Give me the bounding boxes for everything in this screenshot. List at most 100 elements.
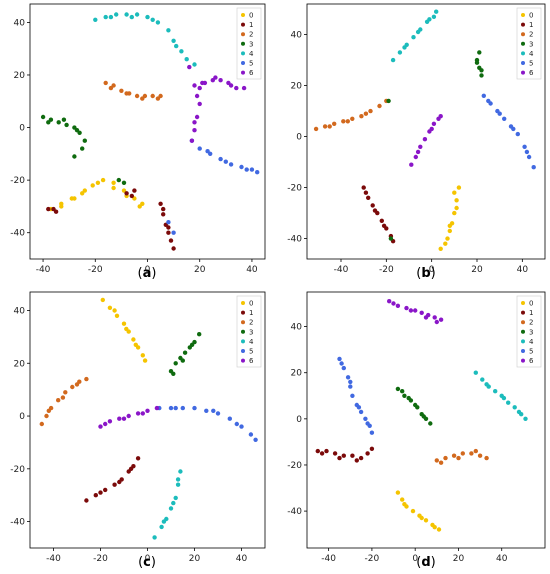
point-series-2 xyxy=(473,448,478,454)
point-series-5 xyxy=(171,230,176,235)
y-tick-label: 20 xyxy=(291,82,303,92)
legend-marker xyxy=(521,41,525,46)
point-series-0 xyxy=(454,198,459,203)
point-series-1 xyxy=(363,190,369,195)
panel-caption: (b) xyxy=(416,266,435,281)
legend-label: 2 xyxy=(529,31,533,39)
x-tick-label: 0 xyxy=(145,265,151,275)
point-series-1 xyxy=(354,458,359,463)
point-series-0 xyxy=(443,241,448,246)
point-series-1 xyxy=(46,206,51,212)
point-series-2 xyxy=(469,451,474,456)
point-series-4 xyxy=(174,43,179,49)
legend-marker xyxy=(521,70,525,75)
point-series-4 xyxy=(434,9,439,14)
point-series-1 xyxy=(132,188,137,193)
point-series-5 xyxy=(173,405,178,411)
point-series-1 xyxy=(158,201,163,206)
point-series-2 xyxy=(155,96,161,101)
y-tick-label: 20 xyxy=(14,359,26,369)
point-series-4 xyxy=(171,500,176,506)
point-series-6 xyxy=(121,416,127,421)
legend-marker xyxy=(241,329,245,334)
point-series-0 xyxy=(454,205,459,211)
point-series-2 xyxy=(70,384,75,390)
legend-label: 2 xyxy=(249,31,253,39)
scatter-points xyxy=(40,12,260,251)
point-series-4 xyxy=(93,17,98,22)
point-series-6 xyxy=(419,310,424,315)
point-series-0 xyxy=(395,490,401,495)
point-series-5 xyxy=(348,384,353,389)
point-series-4 xyxy=(431,14,437,19)
x-tick-label: -20 xyxy=(93,554,108,564)
point-series-6 xyxy=(107,419,113,424)
panel-caption: (d) xyxy=(416,555,435,570)
legend-label: 2 xyxy=(529,319,533,327)
point-series-2 xyxy=(46,408,51,413)
caption-close: ) xyxy=(431,555,436,570)
x-tick-label: 0 xyxy=(145,554,151,564)
legend-marker xyxy=(521,61,525,65)
point-series-5 xyxy=(486,98,491,104)
x-tick-label: -20 xyxy=(365,554,380,564)
legend-label: 2 xyxy=(249,319,253,327)
y-tick-label: -40 xyxy=(10,518,25,528)
point-series-2 xyxy=(44,413,49,419)
point-series-5 xyxy=(369,430,375,435)
point-series-2 xyxy=(368,108,373,114)
y-tick-label: 20 xyxy=(291,369,303,379)
point-series-0 xyxy=(423,518,429,523)
point-series-2 xyxy=(74,382,80,387)
point-series-6 xyxy=(145,408,150,413)
x-tick-label: 40 xyxy=(236,554,248,564)
x-tick-label: 0 xyxy=(429,265,435,275)
point-series-2 xyxy=(84,376,89,382)
x-tick-label: 0 xyxy=(412,554,418,564)
y-tick-label: 0 xyxy=(296,133,302,143)
point-series-1 xyxy=(166,230,171,235)
point-series-2 xyxy=(363,111,369,116)
caption-letter: d xyxy=(421,555,430,570)
y-tick-label: 0 xyxy=(19,412,25,422)
point-series-6 xyxy=(197,101,202,107)
point-series-5 xyxy=(249,167,255,172)
caption-letter: b xyxy=(421,266,430,281)
point-series-5 xyxy=(239,164,244,170)
point-series-2 xyxy=(322,124,328,129)
legend-label: 5 xyxy=(529,348,533,356)
point-series-4 xyxy=(171,38,176,43)
point-series-6 xyxy=(218,78,223,83)
legend: 01 23 4 56 xyxy=(236,295,262,368)
legend: 01 23 4 56 xyxy=(516,7,542,80)
point-series-4 xyxy=(178,469,183,474)
point-series-1 xyxy=(315,448,320,454)
point-series-0 xyxy=(438,246,443,251)
point-series-0 xyxy=(456,185,462,190)
point-series-1 xyxy=(117,479,122,485)
point-series-6 xyxy=(423,315,429,320)
point-series-6 xyxy=(98,424,103,429)
point-series-5 xyxy=(363,416,368,421)
legend-label: 3 xyxy=(529,328,533,336)
point-series-3 xyxy=(121,180,127,185)
point-series-4 xyxy=(159,524,164,530)
point-series-4 xyxy=(145,14,150,20)
point-series-5 xyxy=(255,170,260,175)
point-series-5 xyxy=(168,405,174,411)
legend-label: 5 xyxy=(529,60,533,68)
point-series-4 xyxy=(411,35,416,40)
point-series-6 xyxy=(429,126,434,132)
point-series-6 xyxy=(409,162,414,167)
point-series-2 xyxy=(150,93,155,99)
point-series-3 xyxy=(72,154,77,159)
point-series-3 xyxy=(479,73,484,78)
point-series-0 xyxy=(95,180,101,185)
point-series-6 xyxy=(187,64,192,70)
point-series-6 xyxy=(413,308,418,313)
point-series-3 xyxy=(477,50,482,55)
point-series-6 xyxy=(404,305,409,311)
legend-box xyxy=(516,7,542,80)
point-series-0 xyxy=(419,515,424,521)
